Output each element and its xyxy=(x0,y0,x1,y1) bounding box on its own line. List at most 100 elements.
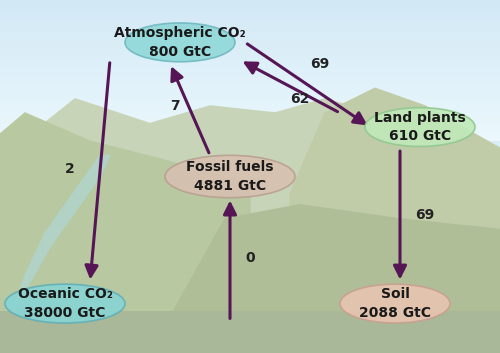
Bar xyxy=(0,138,500,141)
Bar xyxy=(0,7,500,11)
Ellipse shape xyxy=(365,108,475,146)
Bar xyxy=(0,155,500,159)
Bar xyxy=(0,21,500,25)
Bar xyxy=(0,66,500,71)
Bar xyxy=(0,46,500,49)
Bar xyxy=(0,108,500,113)
Bar xyxy=(0,148,500,152)
Bar xyxy=(0,109,500,113)
Bar xyxy=(0,53,500,57)
Bar xyxy=(0,130,500,134)
Bar xyxy=(0,14,500,18)
Bar xyxy=(0,124,500,127)
Bar xyxy=(0,13,500,18)
Bar xyxy=(0,141,500,145)
Bar xyxy=(0,0,500,4)
Bar xyxy=(0,113,500,116)
Bar xyxy=(0,86,500,90)
Ellipse shape xyxy=(165,155,295,198)
Bar xyxy=(0,74,500,78)
Bar xyxy=(0,68,500,73)
Bar xyxy=(0,106,500,110)
Bar xyxy=(0,42,500,46)
Bar xyxy=(0,145,500,150)
Bar xyxy=(0,64,500,68)
Bar xyxy=(0,163,500,168)
Bar xyxy=(0,93,500,97)
Bar xyxy=(0,39,500,42)
Bar xyxy=(0,311,500,353)
Text: Fossil fuels
4881 GtC: Fossil fuels 4881 GtC xyxy=(186,160,274,193)
Bar xyxy=(0,172,500,176)
Bar xyxy=(0,26,500,31)
Bar xyxy=(0,29,500,33)
Text: 69: 69 xyxy=(416,208,434,222)
Bar xyxy=(0,110,500,115)
Bar xyxy=(0,92,500,95)
Bar xyxy=(0,143,500,148)
Bar xyxy=(0,44,500,48)
Bar xyxy=(0,95,500,99)
Bar xyxy=(0,121,500,126)
Bar xyxy=(0,7,500,11)
Bar xyxy=(0,53,500,56)
Bar xyxy=(0,25,500,28)
Bar xyxy=(0,132,500,137)
Bar xyxy=(0,35,500,39)
Bar xyxy=(0,106,500,109)
Bar xyxy=(0,116,500,120)
Bar xyxy=(0,46,500,51)
Text: Soil
2088 GtC: Soil 2088 GtC xyxy=(359,287,431,320)
Bar xyxy=(0,150,500,155)
Bar xyxy=(0,82,500,86)
Bar xyxy=(0,126,500,130)
Bar xyxy=(0,81,500,85)
Bar xyxy=(0,75,500,79)
Bar xyxy=(0,9,500,13)
Bar xyxy=(0,22,500,26)
Polygon shape xyxy=(290,88,500,353)
Bar xyxy=(0,42,500,46)
Bar xyxy=(0,168,500,172)
Bar xyxy=(0,18,500,22)
Ellipse shape xyxy=(5,284,125,323)
Bar xyxy=(0,35,500,40)
Bar xyxy=(0,62,500,66)
Bar xyxy=(0,16,500,20)
Bar xyxy=(0,128,500,132)
Bar xyxy=(0,58,500,62)
Bar xyxy=(0,2,500,7)
Bar xyxy=(0,117,500,121)
Bar xyxy=(0,166,500,170)
Bar xyxy=(0,49,500,53)
Bar xyxy=(0,90,500,95)
Polygon shape xyxy=(0,99,500,353)
Bar xyxy=(0,134,500,139)
Bar xyxy=(0,33,500,37)
Bar xyxy=(0,88,500,92)
Bar xyxy=(0,88,500,92)
Bar xyxy=(0,20,500,24)
Bar xyxy=(0,28,500,32)
Bar xyxy=(0,31,500,35)
Bar xyxy=(0,56,500,60)
Bar xyxy=(0,11,500,14)
Bar xyxy=(0,18,500,21)
Bar xyxy=(0,49,500,53)
Bar xyxy=(0,55,500,60)
Bar xyxy=(0,77,500,82)
Bar xyxy=(0,4,500,7)
Text: 62: 62 xyxy=(290,92,310,106)
Bar xyxy=(0,84,500,88)
Bar xyxy=(0,78,500,81)
Text: Oceanic CO₂
38000 GtC: Oceanic CO₂ 38000 GtC xyxy=(18,287,112,320)
Bar xyxy=(0,60,500,64)
Bar xyxy=(0,102,500,106)
Bar xyxy=(0,102,500,106)
Bar xyxy=(0,104,500,108)
Bar xyxy=(0,0,500,2)
Bar xyxy=(0,97,500,102)
Bar xyxy=(0,127,500,131)
Text: 69: 69 xyxy=(310,56,330,71)
Bar xyxy=(0,170,500,174)
